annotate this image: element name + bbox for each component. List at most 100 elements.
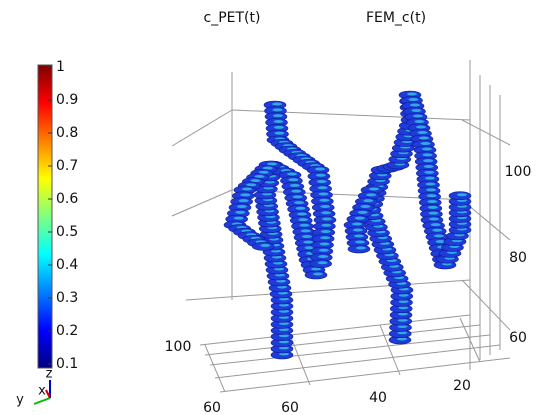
blob-highlight: [288, 178, 299, 182]
blob-highlight: [311, 267, 321, 271]
blob-highlight: [319, 242, 330, 246]
blob-highlight: [295, 206, 306, 210]
blob-highlight: [322, 217, 332, 221]
colorbar: [37, 64, 53, 369]
blob-highlight: [320, 205, 331, 208]
blob-highlight: [423, 165, 434, 168]
z-tick-label: 60: [509, 330, 527, 346]
blob-highlight: [435, 240, 446, 243]
left-title: c_PET(t): [204, 10, 261, 26]
blob-highlight: [318, 255, 329, 258]
blob-highlight: [408, 98, 419, 101]
blob-highlight: [432, 228, 443, 232]
blob-highlight: [428, 211, 439, 215]
blob-highlight: [422, 153, 433, 157]
x-tick-label: 60: [281, 400, 299, 415]
blob-highlight: [357, 210, 368, 214]
blob-highlight: [297, 212, 307, 216]
blob-highlight: [258, 170, 269, 174]
blob-highlight: [398, 300, 409, 303]
blob-highlight: [430, 223, 441, 227]
blob-highlight: [422, 147, 432, 151]
blob-highlight: [262, 166, 273, 170]
blob-highlight: [352, 222, 362, 226]
blob-highlight: [260, 243, 271, 247]
colorbar-tick-label: 0.8: [56, 125, 78, 141]
blob-highlight: [356, 246, 366, 250]
blob-highlight: [398, 306, 409, 310]
blob-highlight: [427, 205, 438, 209]
blob-highlight: [429, 217, 439, 221]
z-tick-label: 80: [509, 250, 527, 266]
blob-highlight: [300, 229, 311, 233]
blob-highlight: [279, 328, 289, 332]
y-tick-label: 60: [203, 400, 221, 415]
blob-highlight: [302, 235, 312, 238]
orientation: [33, 380, 51, 405]
blob-highlight: [354, 234, 364, 238]
blob-highlight: [424, 170, 435, 174]
blob-highlight: [272, 108, 283, 112]
blob-highlight: [426, 188, 437, 192]
colorbar-tick-label: 0.2: [56, 323, 78, 339]
blob-highlight: [235, 210, 246, 214]
blob-highlight: [279, 346, 289, 350]
blob-highlight: [279, 340, 289, 344]
blob-highlight: [279, 315, 289, 319]
blob-highlight: [407, 92, 417, 96]
blob-highlight: [250, 179, 261, 183]
blob-highlight: [320, 236, 331, 240]
blob-highlight: [317, 261, 328, 265]
blob-highlight: [242, 187, 252, 191]
blob-highlight: [423, 159, 434, 163]
blob-highlight: [397, 337, 407, 341]
blob-highlight: [397, 325, 408, 328]
blob-highlight: [264, 180, 275, 184]
blob-highlight: [304, 246, 315, 250]
colorbar-tick-label: 0.5: [56, 224, 78, 240]
blob-highlight: [427, 200, 438, 203]
blob-highlight: [233, 216, 244, 220]
blob-highlight: [272, 102, 282, 106]
blob-highlight: [433, 234, 444, 238]
blob-highlight: [279, 303, 289, 307]
blob-highlight: [420, 142, 431, 145]
blob-highlight: [267, 162, 277, 166]
x-tick-label: 20: [453, 378, 471, 394]
axis-letter: z: [46, 367, 53, 382]
colorbar-tick-label: 0.1: [56, 356, 78, 372]
blob-highlight: [354, 216, 365, 220]
blob-highlight: [294, 201, 305, 205]
right-title: FEM_c(t): [366, 10, 426, 26]
axis-letter: x: [38, 384, 46, 399]
blob-highlight: [410, 103, 420, 107]
blob-highlight: [273, 120, 284, 123]
blob-highlight: [315, 167, 325, 171]
blob-highlight: [321, 211, 332, 215]
blob-highlight: [291, 189, 302, 193]
blob-highlight: [319, 198, 330, 202]
blob-highlight: [279, 334, 289, 338]
blob-highlight: [292, 195, 303, 199]
blob-highlight: [279, 352, 289, 356]
blob-highlight: [360, 205, 371, 208]
blob-highlight: [425, 182, 436, 186]
z-tick-label: 100: [505, 164, 532, 180]
blob-highlight: [317, 186, 328, 190]
blob-highlight: [289, 183, 300, 187]
blob-highlight: [353, 228, 363, 232]
blob-highlight: [299, 223, 310, 227]
blob-highlight: [320, 230, 331, 233]
blob-highlight: [273, 114, 283, 118]
blob-highlight: [238, 199, 249, 203]
blob-highlight: [274, 125, 284, 129]
blob-highlight: [426, 194, 437, 198]
blob-highlight: [246, 183, 257, 187]
blob-highlight: [287, 172, 297, 176]
colorbar-tick-label: 0.9: [56, 92, 78, 108]
isosurface: [223, 90, 472, 360]
blob-highlight: [419, 136, 429, 140]
blob-highlight: [398, 293, 409, 297]
blob-highlight: [366, 193, 377, 197]
axis-letter: y: [16, 393, 24, 408]
